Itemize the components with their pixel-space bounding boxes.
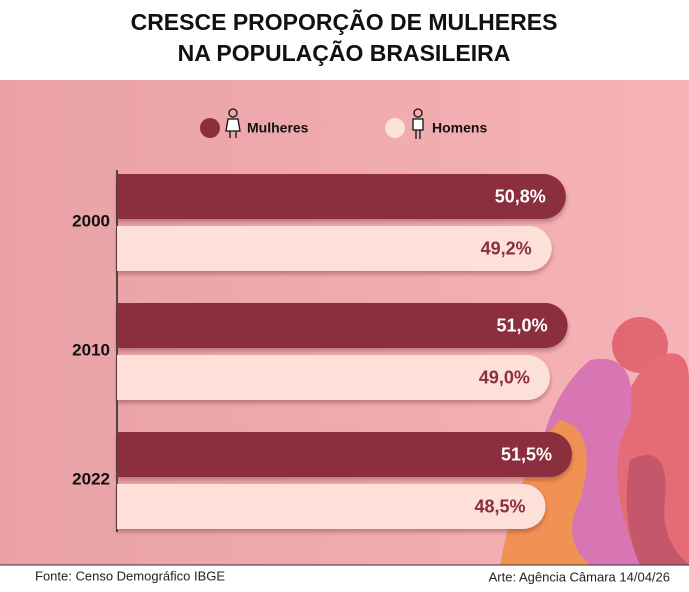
legend-icon	[228, 108, 238, 118]
title: CRESCE PROPORÇÃO DE MULHERES	[131, 8, 558, 35]
legend-icon	[412, 118, 424, 139]
value-label: 51,5%	[501, 444, 552, 464]
legend-swatch	[200, 118, 220, 138]
bar	[117, 226, 552, 271]
y-tick-label: 2010	[72, 340, 110, 359]
legend-icon	[225, 118, 241, 138]
legend-label: Mulheres	[247, 120, 309, 136]
y-tick-label: 2000	[72, 211, 110, 230]
credit: Arte: Agência Câmara 14/04/26	[489, 569, 670, 584]
bar	[117, 355, 550, 400]
title: NA POPULAÇÃO BRASILEIRA	[178, 39, 511, 66]
bar	[117, 303, 568, 348]
value-label: 50,8%	[495, 186, 546, 206]
legend-icon	[413, 108, 423, 118]
legend-swatch	[385, 118, 405, 138]
bar	[117, 432, 572, 477]
legend-label: Homens	[432, 120, 487, 136]
value-label: 51,0%	[497, 315, 548, 335]
bar	[117, 174, 566, 219]
source: Fonte: Censo Demográfico IBGE	[35, 568, 225, 583]
value-label: 49,2%	[481, 238, 532, 258]
bar	[117, 484, 546, 529]
value-label: 49,0%	[479, 367, 530, 387]
value-label: 48,5%	[474, 496, 525, 516]
y-tick-label: 2022	[72, 469, 110, 488]
